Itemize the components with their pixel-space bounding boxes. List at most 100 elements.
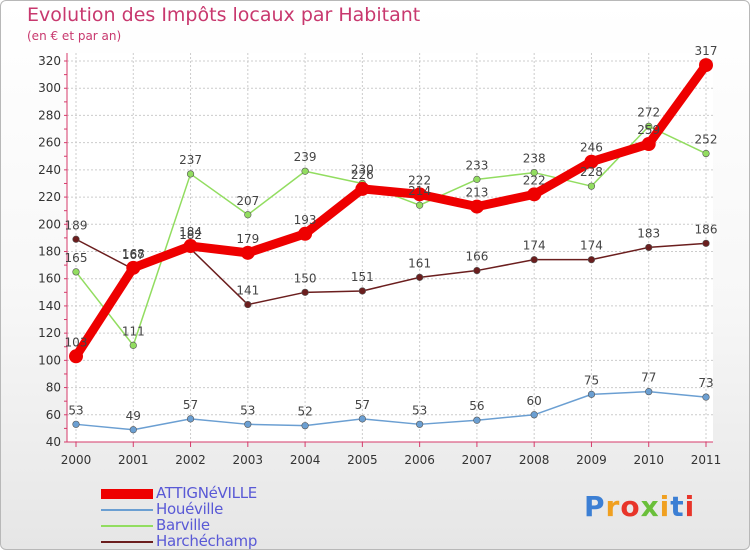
- data-label: 183: [637, 226, 660, 240]
- y-tick-label: 320: [38, 54, 61, 68]
- data-point: [355, 181, 370, 196]
- data-point: [126, 260, 141, 275]
- data-point: [244, 211, 252, 219]
- data-label: 272: [637, 105, 660, 119]
- y-tick-label: 100: [38, 353, 61, 367]
- legend-swatch: [101, 541, 153, 543]
- x-tick-label: 2005: [347, 453, 378, 467]
- data-label: 222: [408, 173, 431, 187]
- data-label: 182: [179, 228, 202, 242]
- x-tick-label: 2007: [462, 453, 493, 467]
- data-point: [72, 268, 80, 276]
- data-label: 166: [465, 250, 488, 264]
- data-label: 226: [351, 168, 374, 182]
- logo-letter: x: [640, 490, 660, 523]
- legend-label: Harchéchamp: [156, 532, 258, 550]
- data-label: 179: [236, 232, 259, 246]
- data-point: [473, 416, 481, 424]
- y-tick-label: 260: [38, 136, 61, 150]
- data-label: 168: [122, 247, 145, 261]
- data-label: 222: [523, 173, 546, 187]
- data-point: [129, 426, 137, 434]
- data-label: 103: [65, 335, 88, 349]
- data-point: [301, 167, 309, 175]
- legend-label: ATTIGNéVILLE: [156, 484, 257, 502]
- logo-letter: i: [659, 490, 671, 523]
- logo-letter: P: [584, 490, 606, 523]
- data-point: [358, 287, 366, 295]
- data-point: [72, 235, 80, 243]
- legend-swatch: [101, 489, 153, 499]
- logo-letter: i: [684, 490, 696, 523]
- x-tick-label: 2004: [290, 453, 321, 467]
- proxiti-logo: Proxiti: [584, 490, 695, 523]
- data-label: 111: [122, 324, 145, 338]
- y-tick-label: 300: [38, 81, 61, 95]
- data-point: [584, 154, 599, 169]
- data-point: [301, 422, 309, 430]
- data-label: 53: [240, 403, 255, 417]
- data-point: [244, 300, 252, 309]
- data-label: 165: [65, 251, 88, 265]
- y-tick-label: 280: [38, 108, 61, 122]
- data-label: 239: [294, 150, 317, 164]
- x-tick-label: 2008: [519, 453, 550, 467]
- data-label: 141: [236, 284, 259, 298]
- data-point: [186, 415, 195, 423]
- legend-label: Barville: [156, 516, 210, 534]
- data-label: 57: [183, 398, 198, 412]
- data-point: [587, 390, 596, 398]
- data-point: [473, 175, 481, 183]
- y-tick-label: 140: [38, 299, 61, 313]
- data-point: [527, 187, 542, 202]
- data-point: [240, 245, 255, 260]
- data-label: 56: [469, 399, 484, 413]
- data-point: [69, 349, 83, 364]
- x-tick-label: 2001: [118, 453, 149, 467]
- data-point: [702, 393, 710, 401]
- data-label: 237: [179, 153, 202, 167]
- data-point: [358, 415, 366, 423]
- data-point: [186, 170, 195, 178]
- data-label: 252: [695, 133, 718, 147]
- data-label: 151: [351, 270, 374, 284]
- data-label: 60: [527, 394, 542, 408]
- data-label: 207: [236, 194, 259, 208]
- data-label: 161: [408, 256, 431, 270]
- legend-label: Houéville: [156, 500, 224, 518]
- data-point: [416, 273, 424, 281]
- x-tick-label: 2000: [61, 453, 92, 467]
- data-point: [129, 341, 137, 349]
- data-label: 167: [122, 248, 145, 262]
- data-label: 57: [355, 398, 370, 412]
- y-tick-label: 180: [38, 245, 61, 259]
- series-line: [75, 390, 707, 431]
- data-label: 150: [294, 271, 317, 285]
- y-tick-label: 220: [38, 190, 61, 204]
- data-point: [702, 239, 710, 247]
- data-label: 259: [637, 123, 660, 137]
- data-label: 174: [523, 239, 546, 253]
- data-label: 75: [584, 373, 599, 387]
- y-tick-label: 40: [46, 435, 61, 449]
- data-point: [183, 239, 198, 254]
- data-point: [645, 243, 653, 252]
- x-tick-label: 2003: [233, 453, 264, 467]
- data-label: 230: [351, 162, 374, 176]
- y-tick-label: 120: [38, 326, 61, 340]
- data-label: 193: [294, 213, 317, 227]
- chart-title: Evolution des Impôts locaux par Habitant: [27, 4, 421, 26]
- logo-letter: o: [620, 490, 641, 523]
- data-label: 73: [698, 376, 713, 390]
- data-point: [702, 149, 710, 158]
- data-label: 233: [465, 158, 488, 172]
- y-tick-label: 60: [46, 408, 61, 422]
- data-label: 317: [695, 44, 718, 58]
- data-label: 186: [695, 222, 718, 236]
- chart-subtitle: (en € et par an): [27, 29, 122, 43]
- data-label: 238: [523, 152, 546, 166]
- data-label: 214: [408, 184, 431, 198]
- x-tick-label: 2011: [691, 453, 722, 467]
